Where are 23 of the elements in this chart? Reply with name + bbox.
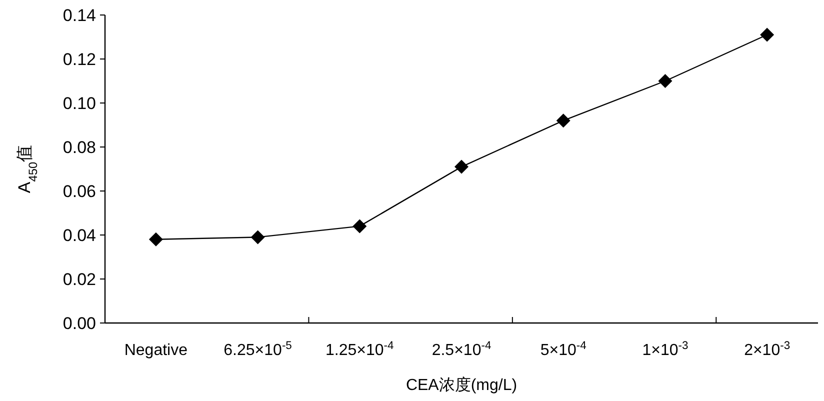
x-tick-label: 2×10$^{-3}$ [744, 340, 790, 359]
y-tick-label: 0.10 [62, 94, 96, 113]
point [352, 219, 367, 234]
point [148, 232, 163, 246]
point [250, 230, 265, 244]
x-tick-label: Negative [124, 342, 188, 359]
x-tick-label: 1×10$^{-3}$ [642, 340, 688, 359]
y-tick-label: 0.02 [62, 270, 96, 289]
x-axis-title: CEA浓度(mg/L) [406, 376, 518, 394]
y-tick-label: 0.06 [62, 182, 96, 201]
point [760, 28, 774, 42]
x-tick-label: 6.25×10$^{-5}$ [224, 340, 292, 359]
x-tick-label: 5×10$^{-4}$ [540, 340, 586, 359]
point [454, 160, 468, 174]
y-tick-label: 0.00 [62, 314, 96, 333]
y-tick-label: 0.08 [62, 138, 96, 157]
y-tick-label: 0.14 [62, 6, 96, 25]
y-tick-label: 0.04 [62, 226, 96, 245]
point [658, 74, 672, 88]
x-tick-label: 1.25×10$^{-4}$ [326, 340, 394, 359]
x-tick-label: 2.5×10$^{-4}$ [432, 340, 492, 359]
point [556, 114, 570, 128]
y-tick-label: 0.12 [62, 50, 96, 69]
